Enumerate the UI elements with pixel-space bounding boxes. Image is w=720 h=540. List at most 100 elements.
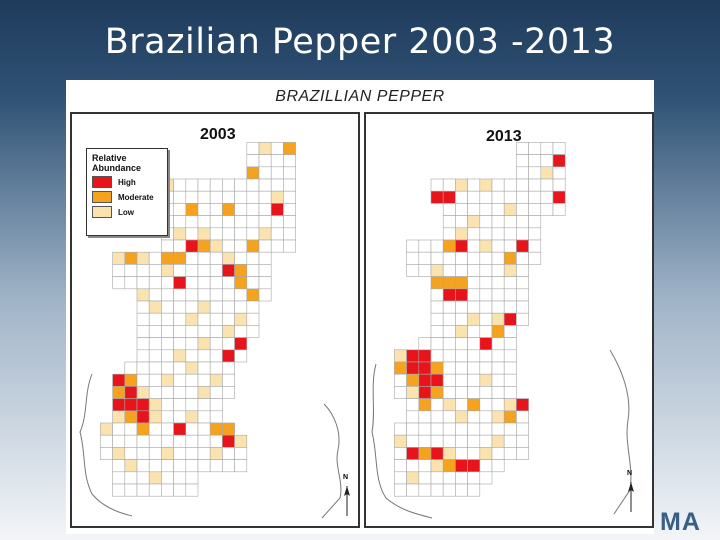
grid-cell-low [148,398,162,412]
grid-cell-high [124,398,138,412]
grid-cell-empty [467,447,481,460]
grid-cell-empty [479,325,493,338]
grid-cell-empty [258,239,272,253]
grid-cell-empty [258,251,272,265]
grid-cell-empty [491,288,505,302]
grid-cell-low [173,227,187,241]
grid-cell-empty [516,178,529,192]
grid-cell-empty [100,447,113,460]
grid-cell-empty [209,276,223,290]
grid-cell-empty [442,215,456,229]
grid-cell-empty [455,373,468,387]
grid-cell-empty [406,239,420,253]
grid-cell-empty [222,373,235,387]
grid-cell-empty [112,276,126,290]
grid-cell-empty [418,239,432,253]
grid-cell-high [270,203,284,216]
grid-cell-empty [503,349,517,363]
grid-cell-empty [406,398,420,412]
grid-cell-empty [467,337,481,351]
grid-cell-empty [283,227,296,241]
grid-cell-empty [197,434,211,448]
grid-cell-empty [418,422,432,436]
grid-cell-moderate [467,398,481,412]
grid-cell-empty [197,398,211,412]
grid-cell-empty [467,434,481,448]
grid-cell-empty [246,300,260,314]
grid-cell-empty [283,166,296,180]
grid-cell-empty [442,434,456,448]
grid-cell-empty [270,215,284,229]
grid-cell-low [185,312,199,326]
grid-cell-low [112,251,126,265]
grid-cell-low [234,312,248,326]
grid-cell-empty [148,312,162,326]
grid-cell-empty [516,251,529,265]
grid-cell-empty [161,422,174,436]
grid-cell-empty [491,227,505,241]
grid-cell-empty [161,349,174,363]
grid-cell-low [503,203,517,216]
grid-cell-empty [222,178,235,192]
grid-cell-empty [516,276,529,290]
grid-cell-low [479,239,493,253]
grid-cell-empty [430,300,444,314]
grid-cell-empty [124,483,138,497]
grid-cell-empty [124,264,138,277]
grid-cell-empty [418,337,432,351]
grid-cell-empty [479,300,493,314]
grid-cell-empty [246,203,260,216]
grid-cell-empty [173,300,187,314]
grid-cell-empty [161,483,174,497]
grid-cell-moderate [234,264,248,277]
grid-cell-empty [491,178,505,192]
grid-cell-empty [540,142,554,155]
grid-cell-empty [173,434,187,448]
grid-cell-empty [197,203,211,216]
grid-cell-low [161,447,174,460]
grid-cell-empty [209,190,223,204]
grid-cell-empty [442,300,456,314]
grid-cell-empty [516,288,529,302]
grid-cell-empty [173,459,187,473]
grid-cell-empty [467,386,481,399]
grid-cell-empty [442,227,456,241]
grid-cell-empty [148,276,162,290]
grid-cell-empty [491,276,505,290]
grid-cell-empty [185,434,199,448]
grid-cell-empty [430,398,444,412]
grid-cell-empty [283,154,296,168]
grid-cell-empty [516,264,529,277]
grid-cell-empty [491,190,505,204]
grid-cell-low [209,239,223,253]
grid-cell-empty [552,203,566,216]
grid-cell-empty [197,190,211,204]
grid-cell-empty [406,251,420,265]
grid-cell-moderate [124,251,138,265]
grid-cell-high [479,337,493,351]
grid-cell-empty [209,459,223,473]
grid-cell-empty [136,349,150,363]
grid-cell-empty [197,288,211,302]
grid-cell-empty [209,264,223,277]
grid-cell-low [197,300,211,314]
grid-cell-empty [491,300,505,314]
grid-cell-empty [516,300,529,314]
grid-cell-empty [479,288,493,302]
grid-cell-empty [209,251,223,265]
grid-cell-low [173,349,187,363]
grid-cell-empty [234,251,248,265]
grid-cell-empty [148,337,162,351]
grid-cell-empty [406,422,420,436]
grid-cell-empty [503,447,517,460]
grid-cell-empty [394,471,407,485]
legend-swatch-high [92,176,112,188]
grid-cell-empty [258,166,272,180]
grid-cell-empty [234,190,248,204]
grid-cell-empty [124,447,138,460]
panel-year-2003: 2003 [200,126,236,143]
grid-cell-empty [222,276,235,290]
grid-cell-empty [185,325,199,338]
grid-cell-empty [197,264,211,277]
grid-cell-empty [148,483,162,497]
